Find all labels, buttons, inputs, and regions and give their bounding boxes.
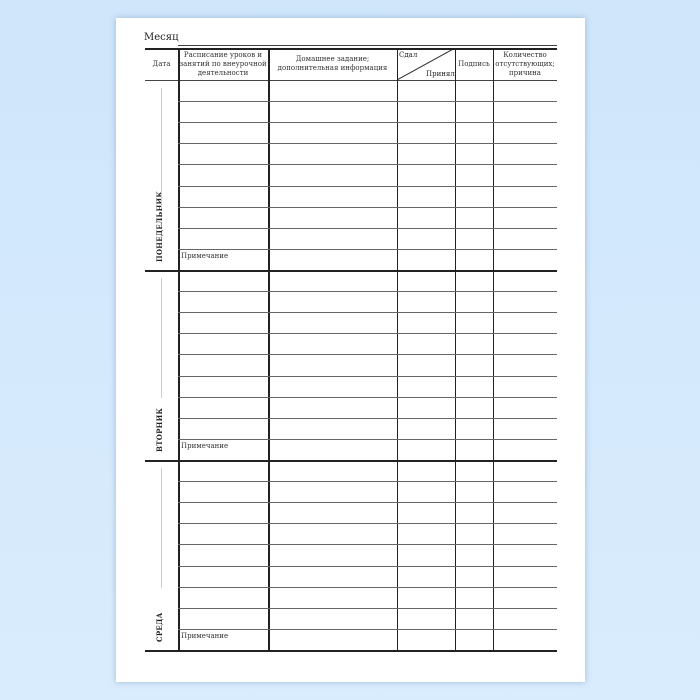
table-row-line — [178, 122, 557, 124]
table-row-line — [178, 354, 557, 356]
column-divider — [397, 48, 398, 650]
date-field-line — [161, 88, 162, 208]
table-row-line — [178, 101, 557, 103]
table-row-line — [178, 143, 557, 145]
month-label: Месяц — [144, 32, 179, 43]
table-row-line — [178, 185, 557, 187]
table-row-line — [178, 333, 557, 335]
table-row-line — [178, 607, 557, 609]
table-top-border — [145, 48, 557, 50]
table-row-line — [178, 565, 557, 567]
header-homework: Домашнее задание; дополнительная информа… — [277, 55, 388, 72]
header-signature: Подпись — [458, 59, 490, 68]
header-absent: Количество отсутствующих; причина — [495, 50, 555, 77]
schedule-table: Дата Расписание уроков и занятий по внеу… — [145, 48, 557, 652]
column-divider — [493, 48, 494, 650]
note-label: Примечание — [181, 251, 229, 260]
day-label: ПОНЕДЕЛЬНИК — [155, 190, 164, 262]
day-section-border — [145, 270, 557, 272]
diary-page: Месяц Дата Расписание уроков и занятий п… — [116, 18, 585, 682]
table-row-line — [178, 502, 557, 504]
table-row-line — [178, 481, 557, 483]
table-row-line — [178, 523, 557, 525]
table-row-line — [178, 375, 557, 377]
table-row-line — [178, 417, 557, 419]
column-divider — [268, 48, 270, 650]
table-row-line — [178, 396, 557, 398]
table-row-line — [178, 291, 557, 293]
date-field-line — [161, 278, 162, 398]
table-row-line — [178, 312, 557, 314]
table-row-line — [178, 628, 557, 630]
date-field-line — [161, 468, 162, 588]
table-row-line — [178, 248, 557, 250]
day-label: ВТОРНИК — [155, 407, 164, 452]
header-diagonal-divider — [397, 48, 455, 80]
table-row-line — [178, 544, 557, 546]
header-submitted: Сдал — [399, 51, 418, 59]
day-section-border — [145, 650, 557, 652]
header-date: Дата — [152, 59, 171, 68]
table-row-line — [178, 586, 557, 588]
table-row-line — [178, 164, 557, 166]
table-row-line — [178, 206, 557, 208]
note-label: Примечание — [181, 631, 229, 640]
day-label: СРЕДА — [155, 612, 164, 642]
header-schedule: Расписание уроков и занятий по внеурочно… — [179, 50, 267, 77]
day-section-border — [145, 460, 557, 462]
note-label: Примечание — [181, 441, 229, 450]
column-divider — [455, 48, 456, 650]
header-bottom-border — [145, 80, 557, 81]
column-divider — [178, 48, 180, 650]
month-field-line[interactable] — [178, 45, 557, 46]
table-row-line — [178, 227, 557, 229]
table-row-line — [178, 438, 557, 440]
header-accepted: Принял — [426, 70, 455, 78]
